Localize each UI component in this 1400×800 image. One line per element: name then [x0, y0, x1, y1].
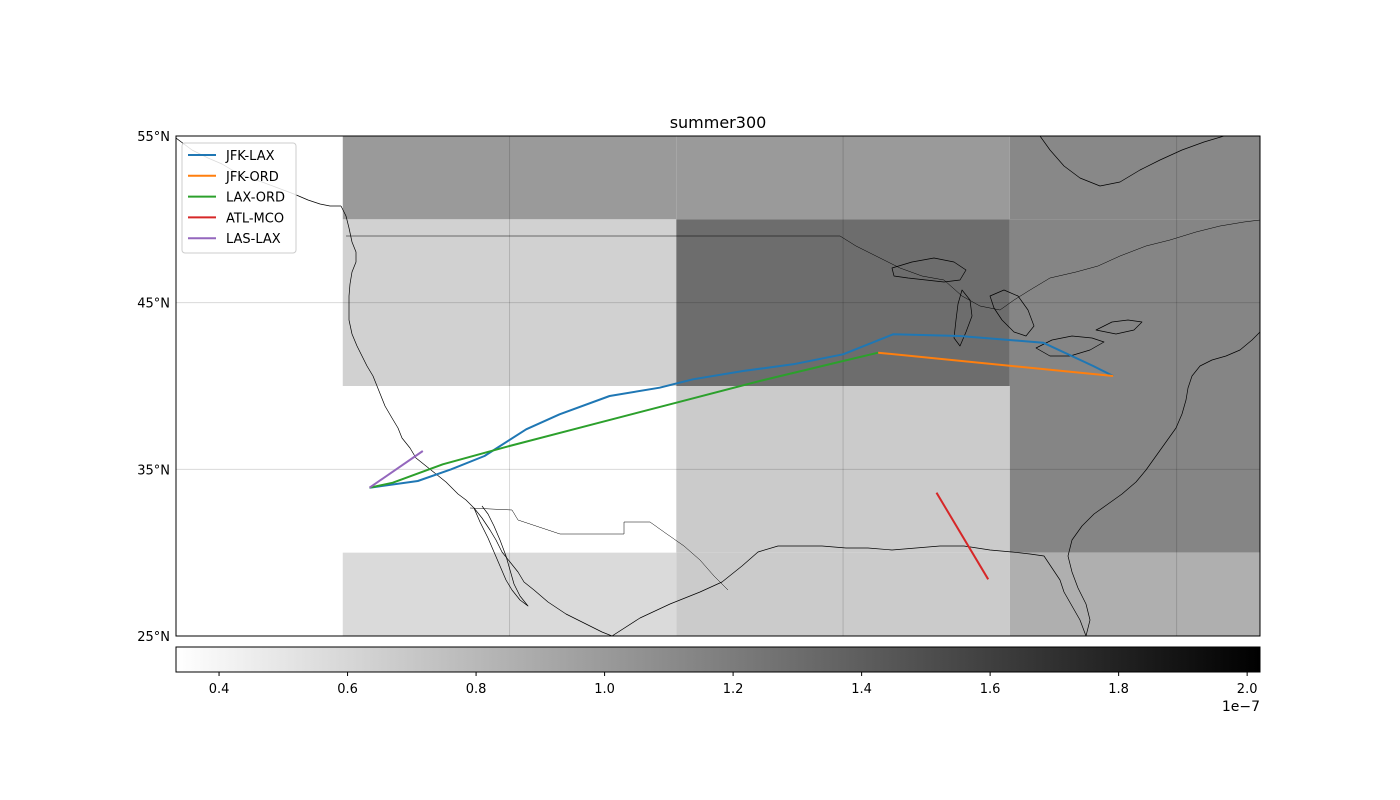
map-frame	[175, 135, 1261, 637]
great-lakes	[891, 257, 1143, 357]
grid-cell	[1009, 386, 1260, 553]
route-atl-mco	[935, 492, 990, 580]
grid-cell	[1009, 136, 1260, 220]
latitude-tick-label: 45°N	[137, 297, 170, 312]
chart-title: summer300	[670, 113, 767, 132]
latitude-ticks: 25°N 35°N 45°N 55°N	[137, 130, 170, 645]
legend-label: LAX-ORD	[226, 191, 285, 206]
grid-cell	[676, 136, 1010, 220]
colorbar-tick-label: 1.2	[723, 682, 744, 697]
gridlines	[176, 136, 1260, 636]
country-borders	[346, 219, 1260, 591]
colorbar-tick-label: 1.4	[851, 682, 872, 697]
flight-routes	[368, 333, 1114, 580]
hudson-bay-edge	[1039, 136, 1225, 187]
map-panel: 25°N 35°N 45°N 55°N	[137, 130, 1261, 645]
colorbar: 0.4 0.6 0.8 1.0 1.2 1.4 1.6 1.8 2.0 1e−7	[175, 646, 1261, 715]
route-jfk-lax	[369, 333, 1114, 489]
grid-cell	[342, 219, 677, 386]
grid-cell	[676, 386, 1010, 553]
us-mexico-border	[469, 507, 729, 591]
latitude-tick-label: 25°N	[137, 630, 170, 645]
colorbar-tick-label: 0.8	[466, 682, 487, 697]
route-jfk-ord	[878, 351, 1114, 377]
grid-cell	[1009, 552, 1260, 636]
baja-coastline	[473, 505, 529, 607]
colorbar-tick-label: 1.6	[980, 682, 1001, 697]
atlantic-coastline	[1067, 331, 1260, 636]
grid-cell	[676, 552, 1010, 636]
colorbar-offset-label: 1e−7	[1222, 699, 1260, 715]
legend-label: JFK-LAX	[225, 149, 275, 164]
grid-cell	[342, 136, 677, 220]
coastlines	[176, 136, 1260, 636]
legend-box	[181, 142, 297, 254]
pacific-coastline	[340, 205, 613, 636]
route-las-lax	[368, 450, 424, 489]
colorbar-tick-label: 0.4	[209, 682, 230, 697]
us-canada-border	[346, 219, 1260, 311]
grid-cells	[342, 136, 1260, 636]
colorbar-tick-label: 2.0	[1237, 682, 1258, 697]
legend-label: LAS-LAX	[226, 232, 281, 247]
colorbar-gradient	[175, 646, 1261, 673]
legend-label: JFK-ORD	[225, 170, 279, 185]
grid-cell	[342, 552, 677, 636]
colorbar-ticks: 0.4 0.6 0.8 1.0 1.2 1.4 1.6 1.8 2.0	[209, 672, 1258, 697]
gulf-mexico-coastline	[611, 545, 1087, 636]
colorbar-tick-label: 0.6	[337, 682, 358, 697]
latitude-tick-label: 35°N	[137, 463, 170, 478]
grid-cell	[676, 219, 1010, 386]
legend-label: ATL-MCO	[226, 211, 284, 226]
colorbar-tick-label: 1.0	[594, 682, 615, 697]
legend: JFK-LAX JFK-ORD LAX-ORD ATL-MCO LAS-LAX	[181, 142, 297, 254]
latitude-tick-label: 55°N	[137, 130, 170, 145]
colorbar-tick-label: 1.8	[1108, 682, 1129, 697]
route-lax-ord	[369, 351, 879, 489]
